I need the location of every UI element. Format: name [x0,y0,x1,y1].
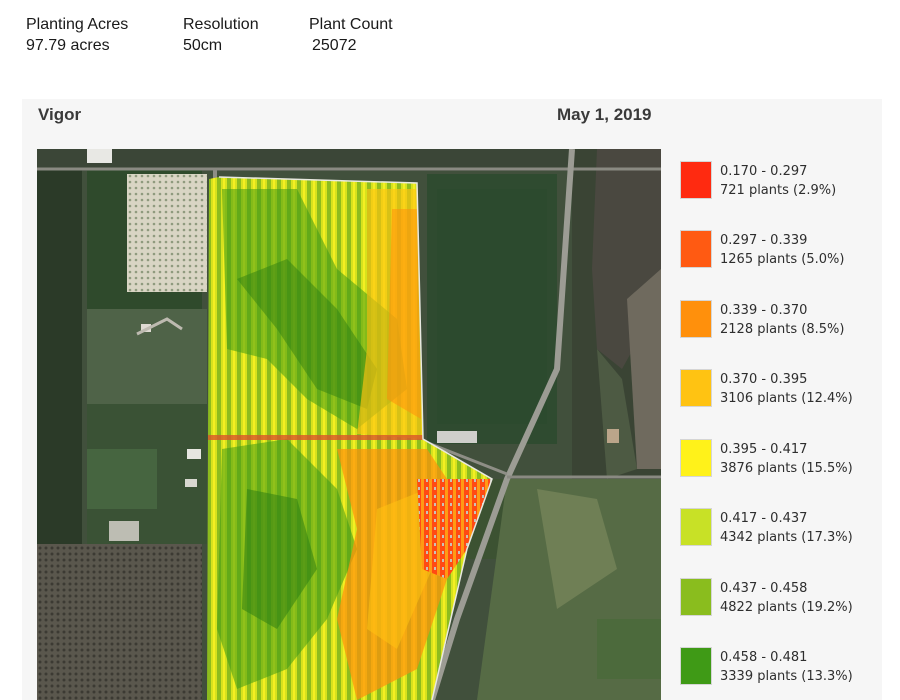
planting-acres-label: Planting Acres [26,16,129,33]
legend-range: 0.339 - 0.370 [720,303,808,318]
plant-count-label: Plant Count [309,16,393,33]
legend-item: 0.297 - 0.339 1265 plants (5.0%) [680,230,880,274]
legend-range: 0.458 - 0.481 [720,650,808,665]
legend-swatch [680,508,712,546]
legend-count: 3106 plants (12.4%) [720,391,853,406]
legend-item: 0.370 - 0.395 3106 plants (12.4%) [680,369,880,413]
legend-swatch [680,647,712,685]
vigor-panel: Vigor May 1, 2019 [22,99,882,700]
legend-item: 0.170 - 0.297 721 plants (2.9%) [680,161,880,205]
resolution-value: 50cm [183,37,223,54]
planting-acres-value: 97.79 acres [26,37,110,54]
legend-swatch [680,439,712,477]
vigor-map[interactable] [37,149,661,700]
legend-count: 721 plants (2.9%) [720,183,837,198]
resolution-label: Resolution [183,16,259,33]
resolution-stat: Resolution 50cm [183,14,259,56]
legend-swatch [680,161,712,199]
legend-count: 2128 plants (8.5%) [720,322,845,337]
legend-range: 0.437 - 0.458 [720,581,808,596]
legend-count: 1265 plants (5.0%) [720,252,845,267]
legend-range: 0.170 - 0.297 [720,164,808,179]
legend-swatch [680,578,712,616]
legend-swatch [680,230,712,268]
legend-count: 3339 plants (13.3%) [720,669,853,684]
plant-count-stat: Plant Count 25072 [309,14,393,56]
panel-title: Vigor [38,105,82,124]
legend-range: 0.395 - 0.417 [720,442,808,457]
legend-item: 0.417 - 0.437 4342 plants (17.3%) [680,508,880,552]
legend-count: 4822 plants (19.2%) [720,600,853,615]
legend-swatch [680,369,712,407]
legend-swatch [680,300,712,338]
legend-item: 0.339 - 0.370 2128 plants (8.5%) [680,300,880,344]
legend-count: 3876 plants (15.5%) [720,461,853,476]
legend-range: 0.370 - 0.395 [720,372,808,387]
plant-count-value: 25072 [312,37,357,54]
legend-item: 0.437 - 0.458 4822 plants (19.2%) [680,578,880,622]
legend-item: 0.458 - 0.481 3339 plants (13.3%) [680,647,880,691]
legend-range: 0.417 - 0.437 [720,511,808,526]
legend-count: 4342 plants (17.3%) [720,530,853,545]
planting-acres-stat: Planting Acres 97.79 acres [26,14,128,56]
legend-range: 0.297 - 0.339 [720,233,808,248]
panel-date: May 1, 2019 [557,105,652,124]
legend-item: 0.395 - 0.417 3876 plants (15.5%) [680,439,880,483]
